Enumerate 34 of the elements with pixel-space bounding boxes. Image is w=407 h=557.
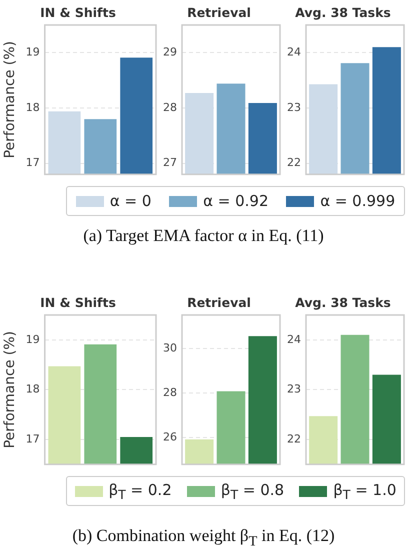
y-tick-label: 18 [26, 382, 40, 396]
chart-title: Avg. 38 Tasks [295, 294, 391, 310]
legend-label: α = 0 [110, 192, 152, 210]
y-tick-label: 24 [286, 332, 301, 346]
y-tick-label: 29 [162, 46, 177, 59]
chart-title: Avg. 38 Tasks [295, 4, 391, 20]
text: (b) Combination weight β$_{T}$ in Eq. (12) [71, 526, 336, 550]
chart-title: IN & Shifts [40, 4, 116, 20]
chart-title: IN & Shifts [40, 294, 116, 310]
y-axis-title: Performance (%) [2, 40, 18, 158]
y-tick-label: 22 [286, 432, 301, 446]
chart-title: Retrieval [187, 294, 251, 310]
y-tick-label: 17 [26, 432, 40, 446]
y-tick-label: 26 [162, 430, 177, 444]
y-tick-label: 28 [162, 100, 177, 114]
y-tick-label: 19 [26, 332, 40, 346]
text: (a) Target EMA factor α in Eq. (11) [82, 226, 325, 246]
y-tick-label: 19 [26, 46, 40, 59]
y-tick-label: 17 [26, 156, 40, 170]
legend-label: β$_{T}$ = 1.0 [333, 480, 396, 502]
chart-title: Retrieval [187, 4, 251, 20]
y-tick-label: 23 [286, 100, 301, 114]
legend-label: α = 0.999 [320, 192, 396, 210]
y-tick-label: 30 [162, 341, 177, 354]
y-tick-label: 23 [286, 382, 301, 396]
y-tick-label: 22 [286, 156, 301, 170]
legend-label: α = 0.92 [203, 192, 268, 210]
legend-label: β$_{T}$ = 0.8 [220, 480, 284, 502]
legend-label: β$_{T}$ = 0.2 [108, 480, 172, 502]
y-tick-label: 18 [26, 100, 40, 114]
y-tick-label: 24 [286, 46, 301, 59]
y-tick-label: 27 [162, 156, 177, 170]
y-tick-label: 28 [162, 386, 177, 399]
y-axis-title: Performance (%) [2, 330, 18, 448]
